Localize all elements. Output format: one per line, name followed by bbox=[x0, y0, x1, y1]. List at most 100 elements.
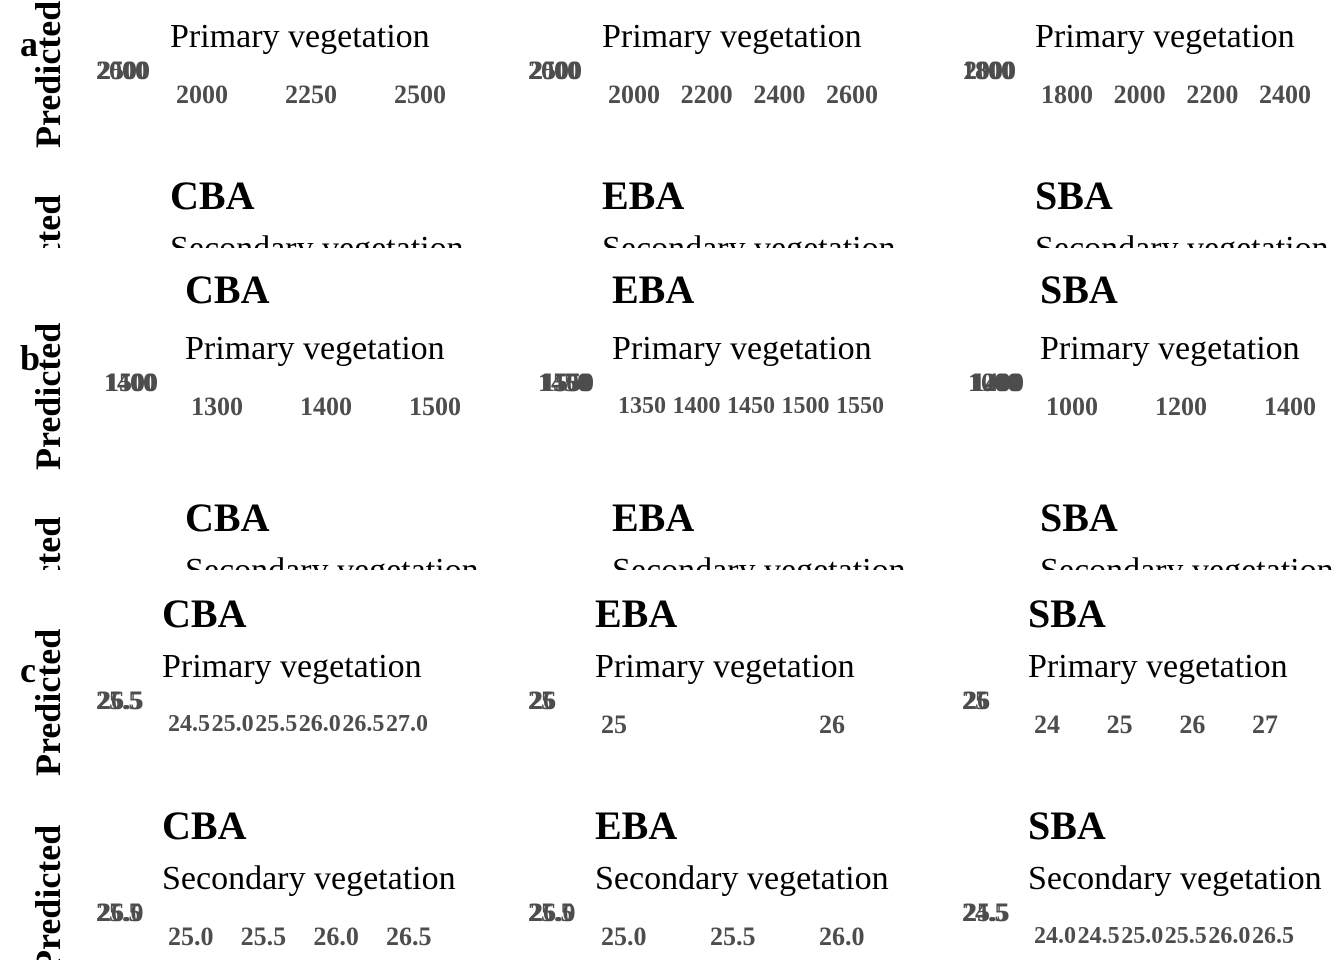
y-tick-label: 26.0 bbox=[98, 898, 144, 927]
x-tick-label: 1400 bbox=[672, 393, 721, 419]
x-tick-label: 1400 bbox=[300, 392, 352, 421]
facet-vegetation-label: Secondary vegetation bbox=[162, 860, 456, 897]
x-tick-label: 1200 bbox=[1155, 392, 1207, 421]
facet-vegetation-label: Primary vegetation bbox=[612, 330, 872, 367]
y-axis-label-secondary: Predicted bbox=[28, 517, 68, 570]
facet-region-label: SBA bbox=[1028, 591, 1106, 636]
y-axis-label-secondary: Predicted bbox=[28, 824, 68, 960]
x-tick-label: 1500 bbox=[409, 392, 461, 421]
x-tick-label: 24.5 bbox=[168, 711, 210, 737]
x-tick-label: 24.5 bbox=[1077, 923, 1120, 949]
facet-vegetation-label: Secondary vegetation bbox=[185, 554, 479, 571]
y-tick-label: 26 bbox=[530, 686, 556, 715]
x-tick-label: 25 bbox=[601, 710, 627, 739]
x-tick-label: 2500 bbox=[394, 80, 446, 109]
x-tick-label: 24.0 bbox=[1034, 923, 1076, 949]
y-tick-label: 25.5 bbox=[96, 898, 142, 927]
facet-vegetation-label: Secondary vegetation bbox=[612, 554, 906, 571]
y-tick-label: 26.5 bbox=[98, 686, 144, 715]
y-tick-label: 1550 bbox=[542, 368, 594, 397]
facet-vegetation-label: Primary vegetation bbox=[595, 648, 855, 685]
x-tick-label: 25.0 bbox=[168, 922, 214, 951]
x-tick-label: 25.5 bbox=[255, 711, 298, 737]
y-tick-label: 25 bbox=[962, 686, 988, 715]
y-tick-label: 25.5 bbox=[964, 898, 1010, 927]
x-tick-label: 25.0 bbox=[211, 711, 254, 737]
y-tick-label: 1500 bbox=[106, 368, 158, 397]
x-tick-label: 26.0 bbox=[313, 922, 359, 951]
x-tick-label: 25.5 bbox=[710, 922, 756, 951]
facet-vegetation-label: Primary vegetation bbox=[185, 330, 445, 367]
x-tick-label: 1450 bbox=[727, 393, 775, 419]
x-tick-label: 1350 bbox=[618, 393, 666, 419]
facet-vegetation-label: Primary vegetation bbox=[602, 18, 862, 55]
y-axis-label-secondary: Predicted bbox=[28, 195, 68, 248]
y-axis-label: Predicted bbox=[28, 0, 68, 148]
x-tick-label: 2000 bbox=[176, 80, 228, 109]
y-tick-label: 1450 bbox=[538, 368, 590, 397]
facet-region-label: CBA bbox=[185, 267, 270, 312]
x-tick-label: 26.5 bbox=[1252, 923, 1294, 949]
x-tick-label: 1400 bbox=[1264, 392, 1316, 421]
y-axis-label: Predicted bbox=[28, 628, 68, 776]
panel-letter: b bbox=[20, 338, 41, 378]
y-tick-label: 1800 bbox=[962, 56, 1014, 85]
x-tick-label: 26.5 bbox=[342, 711, 385, 737]
facet-region-label: EBA bbox=[595, 591, 678, 636]
panel-letter: a bbox=[20, 24, 38, 64]
x-tick-label: 2400 bbox=[1259, 80, 1311, 109]
facet-vegetation-label: Primary vegetation bbox=[1040, 330, 1300, 367]
y-tick-label: 26 bbox=[964, 686, 990, 715]
facet-vegetation-label: Primary vegetation bbox=[1035, 18, 1295, 55]
y-tick-label: 26.0 bbox=[530, 898, 576, 927]
facet-vegetation-label: Primary vegetation bbox=[162, 648, 422, 685]
facet-region-label: EBA bbox=[612, 267, 695, 312]
y-tick-label: 1200 bbox=[970, 368, 1022, 397]
panel-c: c Predicted Predicted CBA Primary vegetation… bbox=[0, 570, 1344, 960]
y-tick-label: 2500 bbox=[98, 56, 150, 85]
facet-vegetation-label: Primary vegetation bbox=[170, 18, 430, 55]
y-tick-label: 2000 bbox=[964, 56, 1016, 85]
x-tick-label: 26.0 bbox=[819, 922, 865, 951]
x-tick-label: 27 bbox=[1252, 710, 1278, 739]
x-tick-label: 26.0 bbox=[298, 711, 341, 737]
facet-vegetation-label: Secondary vegetation bbox=[1040, 554, 1334, 571]
facet-vegetation-label: Secondary vegetation bbox=[1028, 860, 1322, 897]
facet-region-label: EBA bbox=[612, 495, 695, 540]
facet-region-label: SBA bbox=[1040, 267, 1118, 312]
facet-region-label: CBA bbox=[162, 591, 247, 636]
x-tick-label: 2400 bbox=[753, 80, 806, 109]
x-tick-label: 25.5 bbox=[1164, 923, 1207, 949]
y-tick-label: 2000 bbox=[96, 56, 148, 85]
facet-vegetation-label: Primary vegetation bbox=[1028, 648, 1288, 685]
facet-vegetation-label: Secondary vegetation bbox=[602, 232, 896, 249]
facet-vegetation-label: Secondary vegetation bbox=[595, 860, 889, 897]
x-tick-label: 2200 bbox=[1186, 80, 1239, 109]
y-tick-label: 24.5 bbox=[962, 898, 1008, 927]
x-tick-label: 1800 bbox=[1041, 80, 1093, 109]
facet-region-label: SBA bbox=[1040, 495, 1118, 540]
x-tick-label: 25 bbox=[1106, 710, 1133, 739]
facet-vegetation-label: Secondary vegetation bbox=[1035, 232, 1329, 249]
facet-region-label: CBA bbox=[185, 495, 270, 540]
y-tick-label: 1000 bbox=[968, 368, 1020, 397]
y-tick-label: 2000 bbox=[528, 56, 580, 85]
facet-region-label: SBA bbox=[1035, 173, 1113, 218]
facet-region-label: CBA bbox=[162, 803, 247, 848]
y-tick-label: 1500 bbox=[540, 368, 592, 397]
x-tick-label: 1000 bbox=[1046, 392, 1098, 421]
x-tick-label: 2200 bbox=[680, 80, 733, 109]
x-tick-label: 2000 bbox=[1113, 80, 1166, 109]
x-tick-label: 25.0 bbox=[1121, 923, 1164, 949]
facet-region-label: EBA bbox=[602, 173, 685, 218]
x-tick-label: 2000 bbox=[608, 80, 660, 109]
y-tick-label: 1400 bbox=[104, 368, 156, 397]
x-tick-label: 2600 bbox=[826, 80, 878, 109]
x-tick-label: 25.5 bbox=[240, 922, 287, 951]
x-tick-label: 26.5 bbox=[386, 922, 432, 951]
panel-b: bPredictedPredictedCBAPrimary vegetation… bbox=[0, 248, 1344, 571]
x-tick-label: 26 bbox=[1179, 710, 1206, 739]
panel-a: aPredictedPredictedPrimary vegetation200… bbox=[0, 0, 1344, 248]
panel-letter: c bbox=[20, 650, 36, 690]
y-axis-label: Predicted bbox=[28, 322, 68, 470]
